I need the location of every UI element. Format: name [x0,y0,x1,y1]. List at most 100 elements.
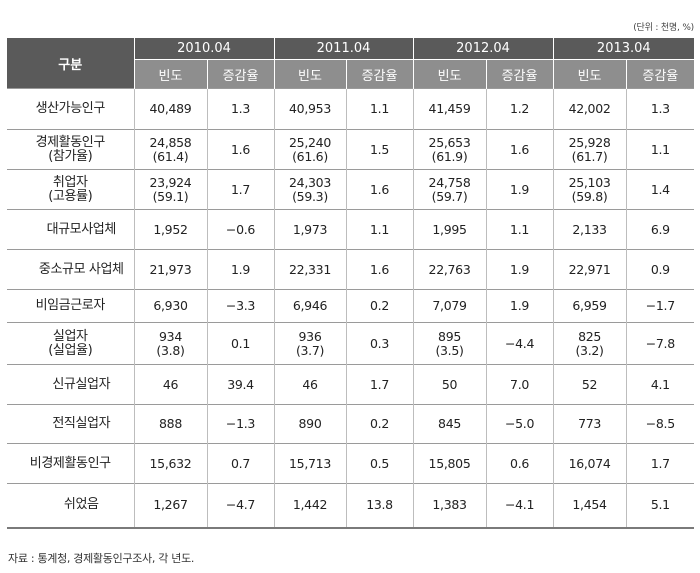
freq-cell: 16,074 [552,443,627,484]
rate-cell: 1.5 [345,129,414,170]
row-label: 비임금근로자 [7,289,134,323]
freq-cell: 50 [412,364,487,405]
year-header-2010: 2010.04 [133,38,275,60]
rate-cell: 1.6 [345,169,414,210]
freq-cell: 46 [133,364,207,405]
rate-cell: 7.0 [485,364,554,405]
freq-cell: 1,995 [412,209,487,250]
freq-cell: 825 (3.2) [552,322,627,365]
rate-cell: −8.5 [625,404,695,444]
unit-note: (단위 : 천명, %) [633,23,694,33]
freq-cell: 6,930 [133,289,207,323]
rate-cell: 0.7 [206,443,275,484]
table-row: 실업자 (실업율) 934 (3.8) 0.1 936 (3.7) 0.3 895 (3… [7,322,695,365]
freq-cell: 934 (3.8) [133,322,207,365]
freq-cell: 6,959 [552,289,627,323]
year-header-2011: 2011.04 [273,38,414,60]
row-label: 쉬었음 [7,483,134,528]
rate-cell: −7.8 [625,322,695,365]
rate-cell: 1.7 [625,443,695,484]
table-row: 경제활동인구 (참가율) 24,858 (61.4) 1.6 25,240 (61.6… [7,129,695,170]
rate-cell: 1.9 [206,249,275,290]
freq-cell: 25,653 (61.9) [412,129,487,170]
table-row: 대규모사업체 1,952 −0.6 1,973 1.1 1,995 1.1 2,… [7,209,695,250]
freq-cell: 15,805 [412,443,487,484]
table-row: 생산가능인구 40,489 1.3 40,953 1.1 41,459 1.2 … [7,88,695,130]
freq-cell: 845 [412,404,487,444]
year-header-2013: 2013.04 [552,38,695,60]
rate-header: 증감율 [345,59,414,89]
row-label: 생산가능인구 [7,88,134,130]
freq-cell: 52 [552,364,627,405]
rate-cell: 1.9 [485,289,554,323]
rate-cell: 1.4 [625,169,695,210]
rate-cell: −1.3 [206,404,275,444]
rate-cell: 0.6 [485,443,554,484]
employment-statistics-table: 구분 2010.04 2011.04 2012.04 2013.04 빈도 증감… [7,38,695,529]
rate-cell: 1.1 [345,88,414,130]
freq-cell: 1,383 [412,483,487,528]
freq-cell: 2,133 [552,209,627,250]
rate-cell: 1.7 [206,169,275,210]
rate-cell: 1.1 [345,209,414,250]
rate-cell: 1.9 [485,249,554,290]
rate-cell: 5.1 [625,483,695,528]
freq-cell: 1,442 [273,483,347,528]
table-row: 전직실업자 888 −1.3 890 0.2 845 −5.0 773 −8.5 [7,404,695,444]
freq-header: 빈도 [273,59,347,89]
freq-cell: 40,953 [273,88,347,130]
rate-cell: 0.3 [345,322,414,365]
freq-cell: 42,002 [552,88,627,130]
table-row: 취업자 (고용률) 23,924 (59.1) 1.7 24,303 (59.3) 1… [7,169,695,210]
rate-cell: 4.1 [625,364,695,405]
freq-header: 빈도 [552,59,627,89]
rate-cell: 1.9 [485,169,554,210]
freq-cell: 41,459 [412,88,487,130]
row-label: 중소규모 사업체 [7,249,134,290]
freq-header: 빈도 [412,59,487,89]
freq-cell: 25,928 (61.7) [552,129,627,170]
freq-cell: 15,713 [273,443,347,484]
rate-cell: 39.4 [206,364,275,405]
table-row: 중소규모 사업체 21,973 1.9 22,331 1.6 22,763 1.… [7,249,695,290]
freq-header: 빈도 [133,59,207,89]
rate-cell: −5.0 [485,404,554,444]
freq-cell: 24,303 (59.3) [273,169,347,210]
rate-header: 증감율 [485,59,554,89]
rate-cell: 0.2 [345,404,414,444]
rate-cell: 13.8 [345,483,414,528]
row-label: 신규실업자 [7,364,134,405]
row-label: 대규모사업체 [7,209,134,250]
row-label: 전직실업자 [7,404,134,444]
rate-cell: −0.6 [206,209,275,250]
freq-cell: 6,946 [273,289,347,323]
rate-cell: −1.7 [625,289,695,323]
table-row: 비임금근로자 6,930 −3.3 6,946 0.2 7,079 1.9 6,… [7,289,695,323]
rate-cell: 1.3 [206,88,275,130]
source-note: 자료 : 통계청, 경제활동인구조사, 각 년도. [8,552,195,565]
rate-cell: 1.1 [625,129,695,170]
freq-cell: 46 [273,364,347,405]
rate-cell: 1.3 [625,88,695,130]
freq-cell: 15,632 [133,443,207,484]
freq-cell: 773 [552,404,627,444]
row-label: 비경제활동인구 [7,443,134,484]
table-row: 비경제활동인구 15,632 0.7 15,713 0.5 15,805 0.6… [7,443,695,484]
rate-header: 증감율 [206,59,275,89]
freq-cell: 21,973 [133,249,207,290]
freq-cell: 40,489 [133,88,207,130]
rate-cell: 1.6 [485,129,554,170]
freq-cell: 1,952 [133,209,207,250]
rate-header: 증감율 [625,59,695,89]
rate-cell: 1.1 [485,209,554,250]
table-row: 신규실업자 46 39.4 46 1.7 50 7.0 52 4.1 [7,364,695,405]
rate-cell: 1.6 [206,129,275,170]
freq-cell: 936 (3.7) [273,322,347,365]
freq-cell: 25,240 (61.6) [273,129,347,170]
rate-cell: 1.7 [345,364,414,405]
freq-cell: 7,079 [412,289,487,323]
freq-cell: 23,924 (59.1) [133,169,207,210]
rate-cell: 0.9 [625,249,695,290]
table-row: 쉬었음 1,267 −4.7 1,442 13.8 1,383 −4.1 1,4… [7,483,695,528]
freq-cell: 1,267 [133,483,207,528]
